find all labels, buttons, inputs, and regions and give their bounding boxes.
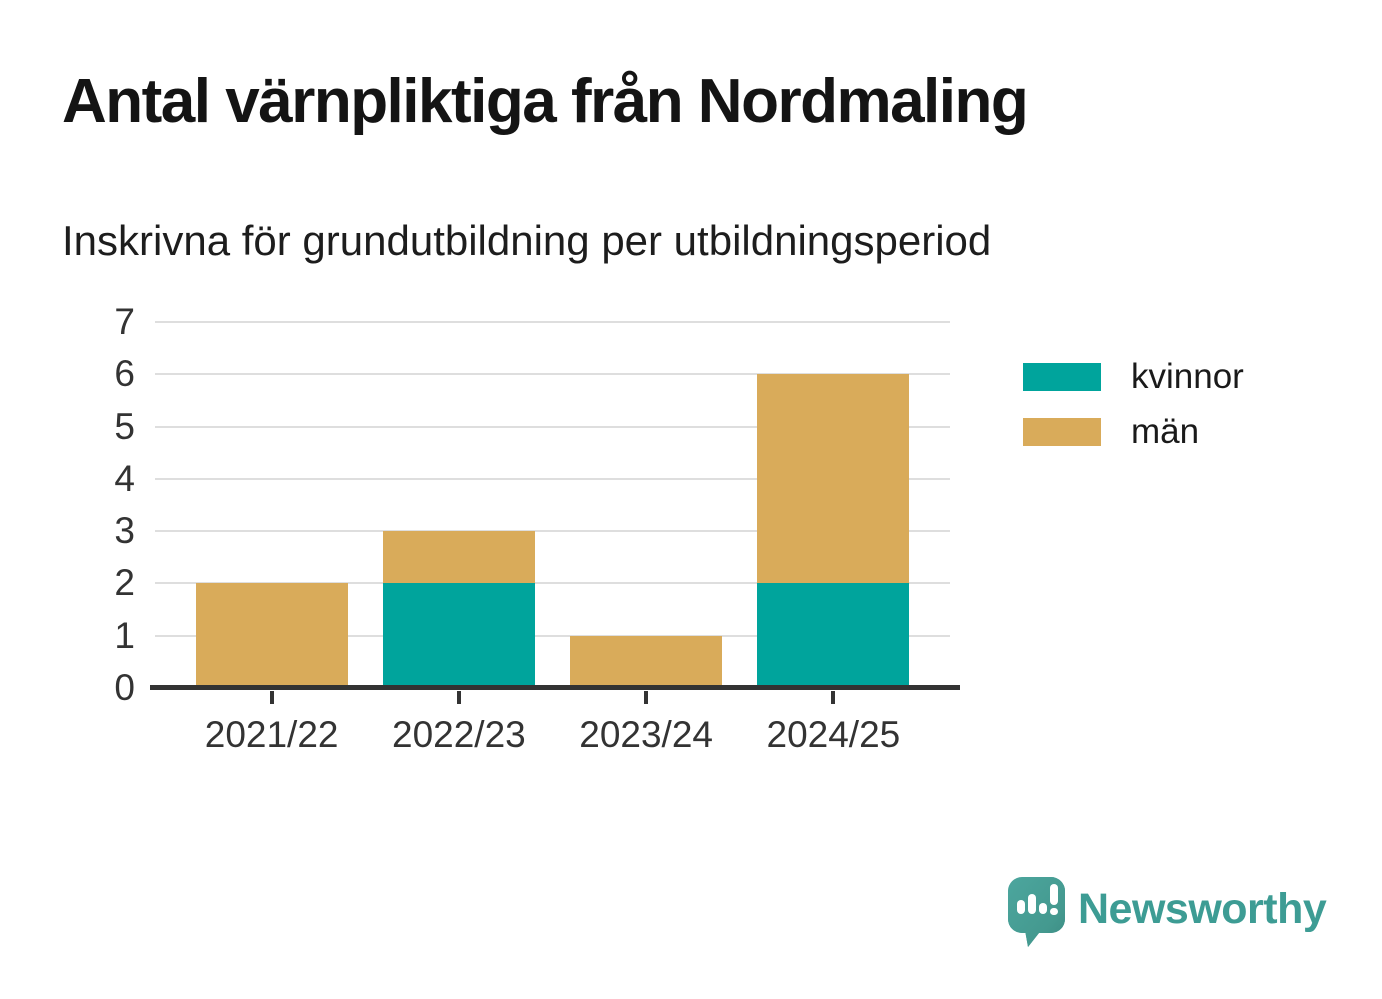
legend-swatch-kvinnor — [1023, 363, 1101, 391]
x-axis-tick-label: 2021/22 — [204, 714, 339, 755]
x-axis-line — [150, 685, 960, 690]
logo-bar-2 — [1028, 894, 1036, 914]
x-axis-tick-label: 2024/25 — [766, 714, 901, 755]
chart-title: Antal värnpliktiga från Nordmaling — [62, 67, 1029, 136]
legend-label: kvinnor — [1131, 357, 1244, 396]
y-axis-tick-label: 3 — [114, 510, 135, 552]
bar-2021/22-män — [195, 583, 348, 688]
gridline-y6 — [155, 373, 950, 376]
y-axis-tick-label: 4 — [114, 457, 135, 499]
y-axis-tick-label: 2 — [114, 562, 135, 604]
x-axis-tick-label: 2022/23 — [392, 714, 526, 755]
brand-footer: Newsworthy — [1008, 877, 1327, 948]
legend-item-kvinnor: kvinnor — [1023, 357, 1244, 397]
gridline-y4 — [155, 477, 950, 480]
x-axis-tick — [269, 691, 274, 704]
bar-2023/24-män — [570, 635, 723, 688]
gridline-y7 — [155, 321, 950, 323]
plot-area — [150, 321, 960, 690]
brand-name: Newsworthy — [1078, 885, 1327, 933]
y-axis-tick-label: 6 — [114, 353, 135, 395]
newsworthy-logo-icon — [1008, 877, 1065, 947]
gridline-y2 — [155, 582, 950, 585]
logo-exclamation-bar — [1050, 884, 1058, 905]
chart-subtitle: Inskrivna för grundutbildning per utbild… — [62, 217, 992, 264]
gridline-y3 — [155, 530, 950, 533]
bar-2024/25-kvinnor — [757, 583, 910, 688]
bar-2022/23-män — [382, 531, 535, 584]
bar-2022/23-kvinnor — [382, 583, 535, 688]
y-axis-tick-label: 7 — [114, 301, 135, 342]
x-axis-tick — [644, 691, 649, 704]
bar-2024/25-män — [757, 374, 910, 584]
legend-label: män — [1131, 412, 1200, 451]
gridline-y5 — [155, 425, 950, 428]
legend: kvinnor män — [1023, 357, 1244, 452]
x-axis-tick — [456, 691, 461, 704]
y-axis-tick-label: 5 — [114, 405, 135, 447]
y-axis-tick-label: 1 — [114, 614, 135, 656]
legend-swatch-män — [1023, 418, 1101, 446]
gridline-y1 — [155, 634, 950, 637]
y-axis-tick-label: 0 — [114, 667, 135, 708]
x-axis-tick-label: 2023/24 — [579, 714, 713, 755]
logo-exclamation-dot — [1050, 908, 1058, 915]
logo-bar-1 — [1017, 900, 1025, 914]
logo-bar-3 — [1039, 903, 1047, 914]
legend-item-män: män — [1023, 412, 1244, 452]
x-axis-tick — [831, 691, 836, 704]
